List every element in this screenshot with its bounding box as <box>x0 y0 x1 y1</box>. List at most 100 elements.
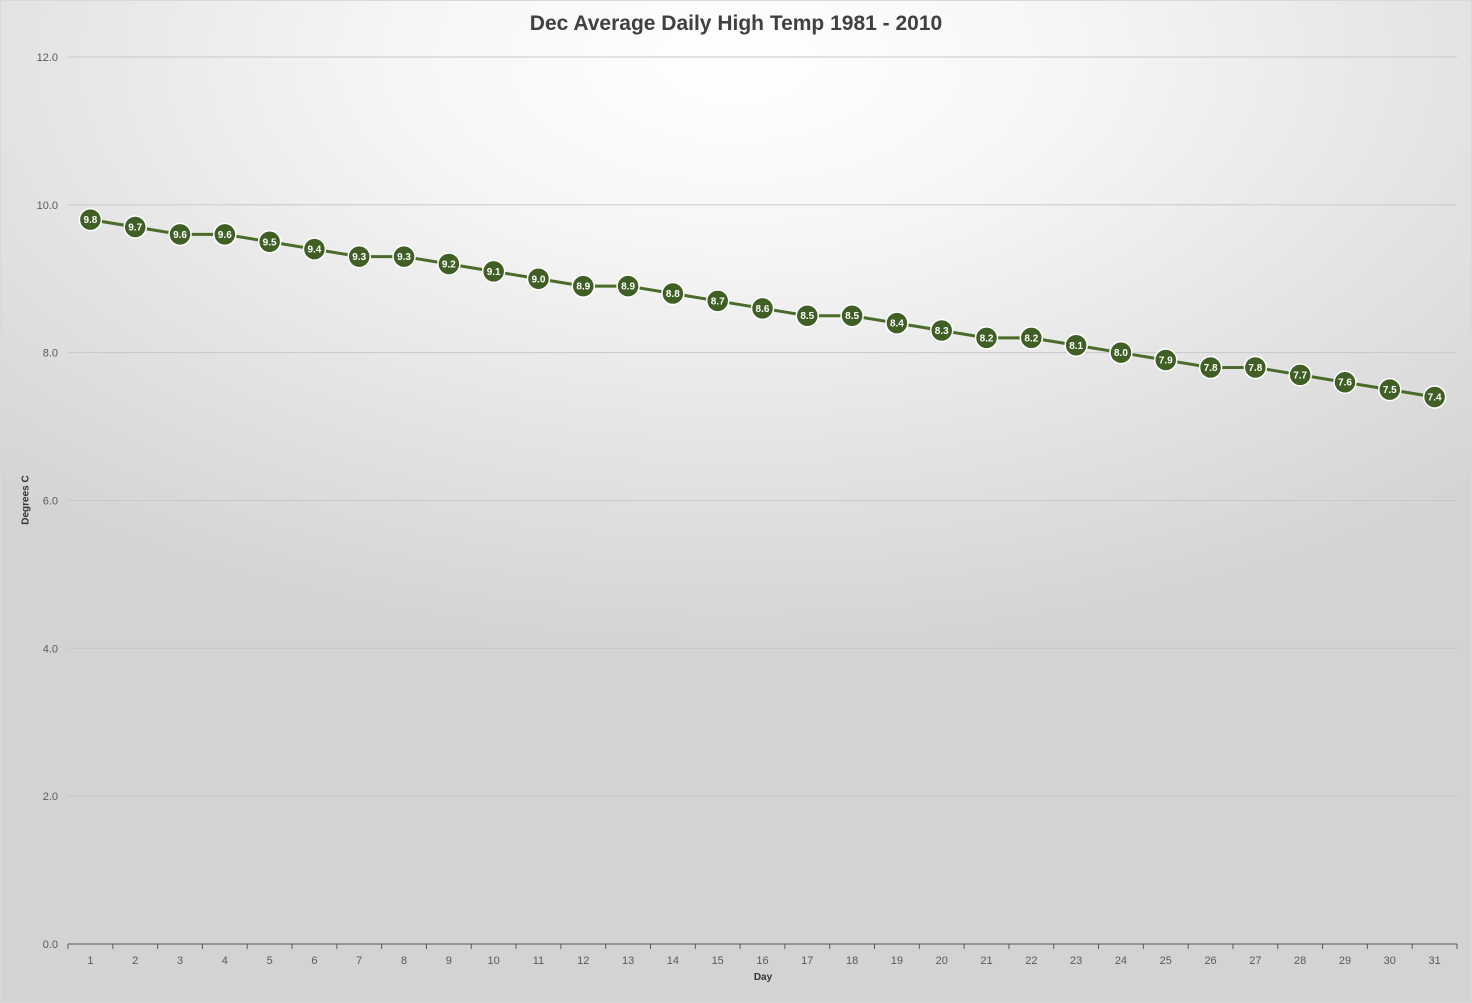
y-tick-label: 0.0 <box>43 939 58 951</box>
data-point <box>885 311 909 335</box>
data-label: 8.9 <box>621 282 635 293</box>
data-point <box>795 303 820 328</box>
data-label: 8.1 <box>1069 341 1083 352</box>
x-tick-label: 14 <box>667 955 679 967</box>
data-label: 7.6 <box>1338 378 1352 389</box>
x-tick-label: 22 <box>1025 955 1037 967</box>
data-point <box>1422 385 1447 409</box>
x-tick-label: 26 <box>1204 955 1216 967</box>
x-tick-label: 15 <box>712 955 724 967</box>
data-point <box>661 281 685 306</box>
data-point <box>1019 326 1044 350</box>
x-tick-label: 10 <box>488 955 500 967</box>
data-label: 9.6 <box>218 230 232 241</box>
data-label: 8.5 <box>800 311 814 322</box>
data-label: 8.5 <box>845 311 859 322</box>
x-tick-label: 6 <box>311 955 317 967</box>
data-point <box>347 244 371 269</box>
data-point <box>571 274 596 298</box>
data-label: 8.3 <box>935 326 949 337</box>
x-tick-label: 30 <box>1384 955 1396 967</box>
data-point <box>1378 377 1402 402</box>
data-label: 8.2 <box>980 333 994 344</box>
data-label: 7.9 <box>1159 356 1173 367</box>
data-point <box>1109 340 1133 365</box>
x-tick-label: 31 <box>1428 955 1440 967</box>
data-point <box>840 303 864 328</box>
data-point <box>929 318 954 343</box>
data-point <box>481 259 506 284</box>
data-label: 7.8 <box>1204 363 1218 374</box>
data-label: 8.9 <box>576 282 590 293</box>
data-label: 8.0 <box>1114 348 1128 359</box>
x-tick-label: 16 <box>756 955 768 967</box>
y-tick-label: 2.0 <box>43 791 58 803</box>
x-tick-label: 21 <box>980 955 992 967</box>
data-point <box>213 222 237 247</box>
x-tick-label: 23 <box>1070 955 1082 967</box>
x-tick-label: 12 <box>577 955 589 967</box>
data-point <box>616 274 640 298</box>
data-point <box>526 267 551 291</box>
data-label: 7.4 <box>1428 393 1442 404</box>
data-label: 8.4 <box>890 319 904 330</box>
data-label: 9.4 <box>307 245 321 256</box>
data-point <box>302 237 327 261</box>
data-label: 9.1 <box>487 267 501 278</box>
x-tick-label: 17 <box>801 955 813 967</box>
x-tick-label: 29 <box>1339 955 1351 967</box>
x-tick-label: 8 <box>401 955 407 967</box>
x-tick-label: 24 <box>1115 955 1127 967</box>
data-point <box>168 222 192 247</box>
data-point <box>123 215 147 239</box>
data-label: 9.7 <box>128 223 142 234</box>
data-point <box>257 230 282 254</box>
data-label: 9.6 <box>173 230 187 241</box>
data-point <box>437 252 461 276</box>
y-tick-label: 10.0 <box>37 200 58 212</box>
data-point <box>974 326 999 350</box>
x-tick-label: 2 <box>132 955 138 967</box>
x-tick-label: 1 <box>87 955 93 967</box>
data-point <box>705 289 730 313</box>
x-tick-label: 9 <box>446 955 452 967</box>
data-label: 7.5 <box>1383 385 1397 396</box>
data-point <box>750 296 775 321</box>
data-label: 9.5 <box>263 237 277 248</box>
data-point <box>1198 355 1223 380</box>
x-tick-label: 11 <box>533 955 544 967</box>
chart-title: Dec Average Daily High Temp 1981 - 2010 <box>529 12 943 35</box>
y-tick-label: 4.0 <box>43 643 58 655</box>
data-label: 9.3 <box>352 252 366 263</box>
data-label: 8.8 <box>666 289 680 300</box>
x-axis-label: Day <box>753 972 773 983</box>
x-tick-label: 20 <box>936 955 948 967</box>
data-point <box>1154 348 1178 372</box>
x-tick-label: 5 <box>267 955 273 967</box>
data-point <box>1064 333 1088 358</box>
data-point <box>78 207 103 232</box>
x-tick-label: 19 <box>891 955 903 967</box>
data-point <box>1333 370 1357 394</box>
data-point <box>392 244 416 269</box>
data-label: 7.8 <box>1248 363 1262 374</box>
x-tick-label: 13 <box>622 955 634 967</box>
y-tick-label: 8.0 <box>43 348 58 360</box>
x-tick-label: 28 <box>1294 955 1306 967</box>
y-tick-label: 12.0 <box>37 52 58 64</box>
data-label: 7.7 <box>1293 370 1307 381</box>
data-label: 9.0 <box>532 274 546 285</box>
data-label: 9.8 <box>83 215 97 226</box>
data-label: 9.2 <box>442 259 456 270</box>
data-label: 9.3 <box>397 252 411 263</box>
x-tick-label: 27 <box>1249 955 1261 967</box>
x-tick-label: 25 <box>1160 955 1172 967</box>
data-label: 8.2 <box>1024 333 1038 344</box>
y-tick-label: 6.0 <box>43 496 58 508</box>
data-label: 8.7 <box>711 296 725 307</box>
x-tick-label: 4 <box>222 955 228 967</box>
data-point <box>1243 355 1268 380</box>
data-point <box>1288 363 1312 387</box>
